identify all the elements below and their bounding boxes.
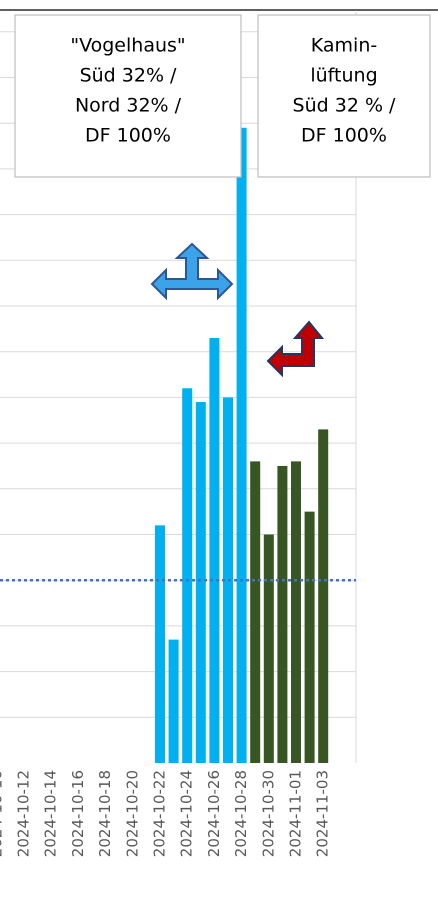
bar [291, 461, 301, 763]
x-tick-label: 2024-10-22 [151, 770, 169, 857]
x-tick-label: 2024-10-12 [15, 770, 33, 857]
annotation-line: "Vogelhaus" [70, 35, 185, 57]
annotation-line: Süd 32 % / [293, 95, 397, 117]
annotation-box [14, 14, 242, 178]
bar [263, 534, 274, 763]
bar [182, 388, 193, 763]
x-tick-label: 2024-10-14 [42, 770, 60, 857]
arrow-blue [150, 242, 234, 301]
annotations: "Vogelhaus" Süd 32% / Nord 32% / DF 100% Kam… [14, 14, 431, 178]
annotation-box [257, 14, 431, 178]
bar [209, 337, 220, 763]
x-tick-label: 2024-10-16 [69, 770, 87, 857]
bar [155, 525, 165, 763]
annotation-line: DF 100% [85, 125, 171, 147]
x-tick-label: 2024-11-03 [314, 770, 332, 857]
bar [168, 639, 179, 763]
x-tick-label: 2024-10-10 [0, 770, 5, 857]
x-tick-label: 2024-10-26 [205, 770, 223, 857]
x-tick-label: 2024-11-01 [287, 770, 305, 857]
bar [195, 401, 206, 763]
x-tick-label: 2024-10-18 [96, 770, 114, 857]
arrow-red [266, 320, 325, 378]
bar [304, 511, 315, 763]
bar [250, 461, 261, 763]
x-tick-label: 2024-10-20 [123, 770, 141, 857]
annotation-line: DF 100% [301, 125, 387, 147]
bar [277, 465, 288, 763]
x-tick-label: 2024-10-24 [178, 770, 196, 857]
x-labels: 2024-10-10 2024-10-12 2024-10-14 2024-10-16… [0, 770, 332, 857]
annotation-line: Kamin- [311, 35, 377, 57]
bar [318, 429, 329, 763]
annotation-line: lüftung [310, 65, 377, 87]
x-tick-label: 2024-10-28 [232, 770, 250, 857]
x-tick-label: 2024-10-30 [259, 770, 277, 857]
annotation-line: Nord 32% / [75, 95, 182, 117]
bar [236, 127, 247, 763]
annotation-line: Süd 32% / [80, 65, 177, 87]
